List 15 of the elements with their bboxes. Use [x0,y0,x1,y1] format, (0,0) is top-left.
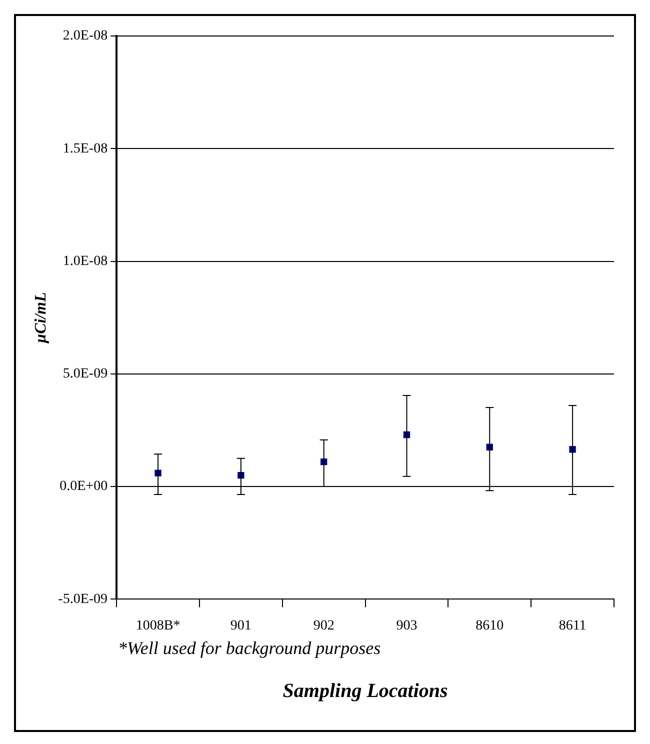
y-tick-label: -5.0E-09 [58,592,108,607]
x-axis-title: Sampling Locations [282,680,448,702]
y-tick-label: 1.5E-08 [62,141,108,156]
x-tick-label: 901 [230,618,252,634]
x-tick-label: 902 [313,618,334,634]
x-tick-label: 8611 [558,618,586,634]
y-tick-label: 2.0E-08 [62,28,108,44]
x-tick-label: 8610 [476,618,504,634]
x-tick-label: 903 [396,618,418,634]
y-tick-label: 5.0E-09 [62,366,108,382]
y-tick-label: 1.0E-08 [62,254,108,269]
y-axis-title: µCi/mL [32,292,50,344]
y-tick-label: 0.0E+00 [60,479,108,494]
text: *Well used for background purposes [118,638,381,658]
x-tick-label: 1008B* [136,618,180,634]
